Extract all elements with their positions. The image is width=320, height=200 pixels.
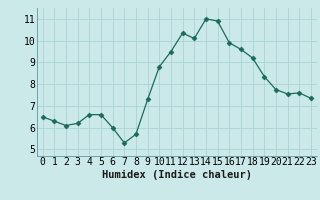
X-axis label: Humidex (Indice chaleur): Humidex (Indice chaleur) (102, 170, 252, 180)
